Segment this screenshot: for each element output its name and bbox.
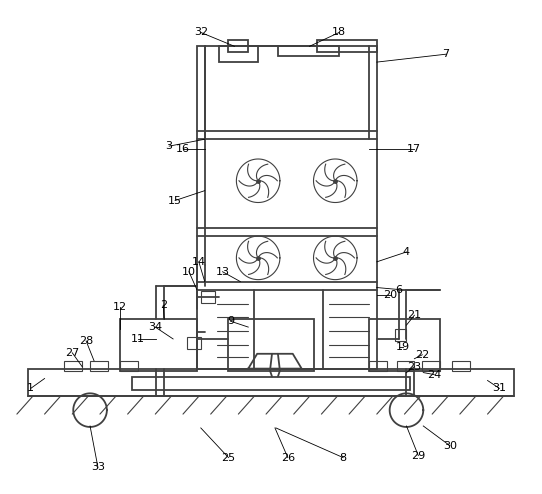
Bar: [28, 369, 514, 396]
Bar: [395, 329, 406, 341]
Text: 15: 15: [168, 196, 182, 206]
Text: 19: 19: [396, 342, 410, 352]
Text: 7: 7: [442, 49, 449, 59]
Text: 23: 23: [407, 362, 422, 371]
Bar: [218, 46, 258, 62]
Text: 14: 14: [192, 257, 206, 267]
Text: 6: 6: [395, 285, 402, 294]
Bar: [278, 46, 339, 56]
Text: 26: 26: [281, 453, 295, 462]
Text: 10: 10: [182, 267, 196, 277]
Text: 18: 18: [332, 28, 346, 38]
Text: 21: 21: [407, 310, 422, 320]
Bar: [132, 376, 410, 390]
Text: 16: 16: [176, 144, 190, 154]
Text: 29: 29: [411, 451, 425, 460]
Bar: [422, 361, 440, 370]
Bar: [201, 291, 215, 303]
Text: 13: 13: [216, 267, 230, 277]
Text: 17: 17: [407, 144, 422, 154]
Bar: [229, 319, 313, 370]
Text: 9: 9: [227, 316, 234, 326]
Text: 25: 25: [222, 453, 236, 462]
Text: 30: 30: [443, 441, 457, 451]
Bar: [197, 46, 377, 369]
Text: 8: 8: [340, 453, 347, 462]
Text: 11: 11: [131, 334, 145, 344]
Text: 33: 33: [91, 462, 105, 472]
Bar: [369, 361, 386, 370]
Text: 22: 22: [415, 350, 429, 360]
Bar: [369, 319, 440, 370]
Text: 2: 2: [160, 300, 167, 310]
Text: 20: 20: [384, 290, 398, 300]
Text: 27: 27: [65, 348, 79, 358]
Text: 28: 28: [79, 336, 93, 346]
Bar: [452, 361, 470, 370]
Bar: [187, 337, 201, 349]
Text: 34: 34: [149, 322, 163, 332]
Bar: [120, 319, 197, 370]
Bar: [120, 361, 138, 370]
Text: 1: 1: [27, 383, 34, 393]
Bar: [229, 41, 248, 52]
Text: 31: 31: [492, 383, 506, 393]
Text: 3: 3: [166, 141, 173, 151]
Bar: [318, 41, 377, 52]
Text: 32: 32: [193, 28, 208, 38]
Text: 24: 24: [427, 370, 441, 379]
Bar: [397, 361, 415, 370]
Bar: [64, 361, 82, 370]
Text: 12: 12: [113, 302, 127, 312]
Text: 4: 4: [403, 247, 410, 257]
Bar: [90, 361, 108, 370]
